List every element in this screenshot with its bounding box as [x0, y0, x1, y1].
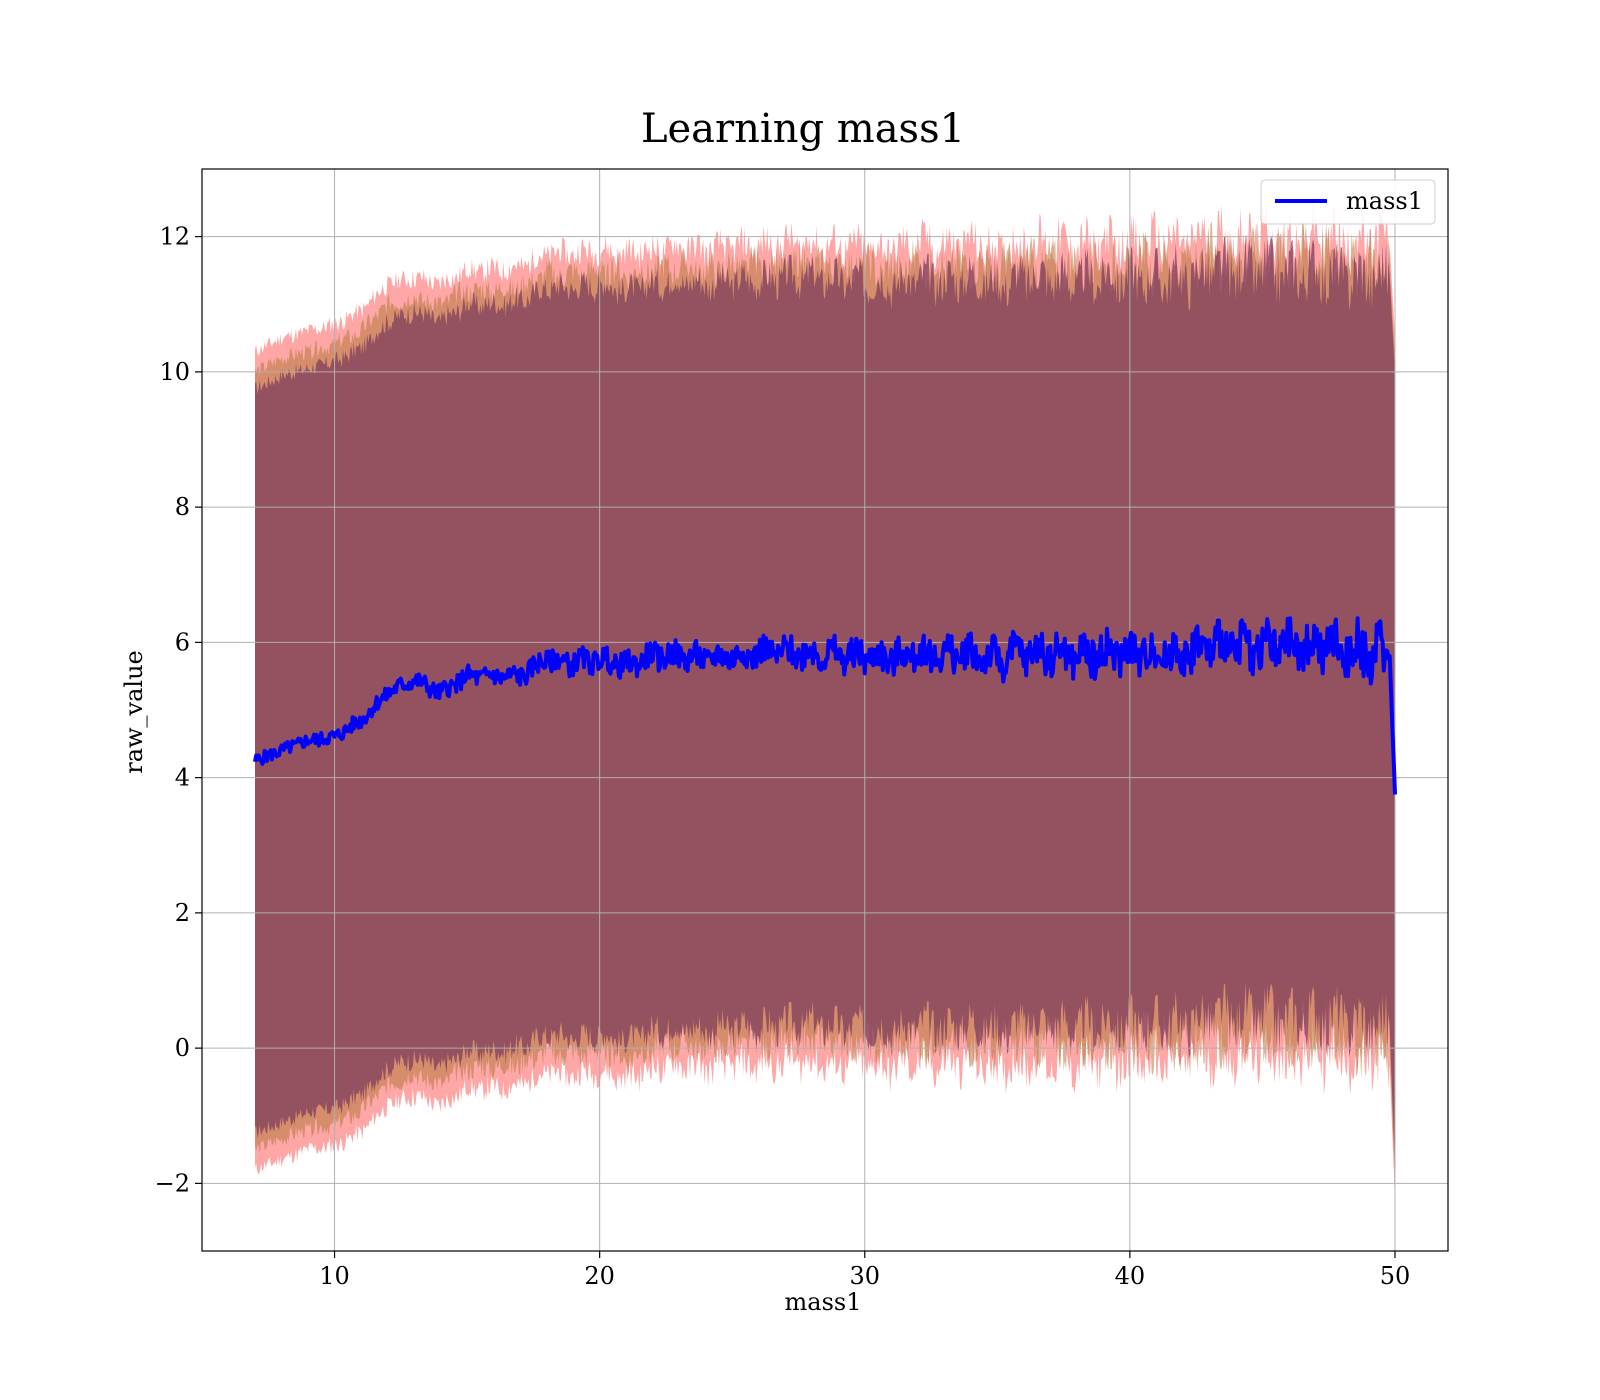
y-tick-label: 12 [159, 223, 190, 251]
legend: mass1 [1260, 179, 1436, 225]
y-tick-label: 4 [175, 764, 190, 792]
x-axis-label: mass1 [785, 1288, 862, 1316]
ticks-layer: 10 20 30 40 50 −2 0 2 4 6 8 10 12 [155, 223, 1411, 1290]
x-tick-label: 50 [1380, 1262, 1411, 1290]
x-tick-label: 30 [849, 1262, 880, 1290]
y-tick-label: 6 [175, 628, 190, 656]
line-layer [253, 616, 1397, 795]
bands-layer [255, 197, 1395, 1204]
series-line-mass1 [253, 616, 1397, 795]
x-tick-label: 40 [1115, 1262, 1146, 1290]
legend-label-mass1: mass1 [1346, 187, 1423, 215]
x-tick-label: 20 [584, 1262, 615, 1290]
grid-layer [202, 169, 1448, 1251]
legend-box [1260, 179, 1436, 225]
y-tick-label: −2 [155, 1169, 190, 1197]
chart-title: Learning mass1 [641, 106, 965, 152]
plot-frame [201, 168, 1449, 1252]
y-tick-label: 2 [175, 899, 190, 927]
y-tick-label: 10 [159, 358, 190, 386]
y-tick-label: 0 [175, 1034, 190, 1062]
x-tick-label: 10 [319, 1262, 350, 1290]
y-axis-label: raw_value [120, 650, 148, 774]
y-tick-label: 8 [175, 493, 190, 521]
band-inner [255, 234, 1395, 1170]
